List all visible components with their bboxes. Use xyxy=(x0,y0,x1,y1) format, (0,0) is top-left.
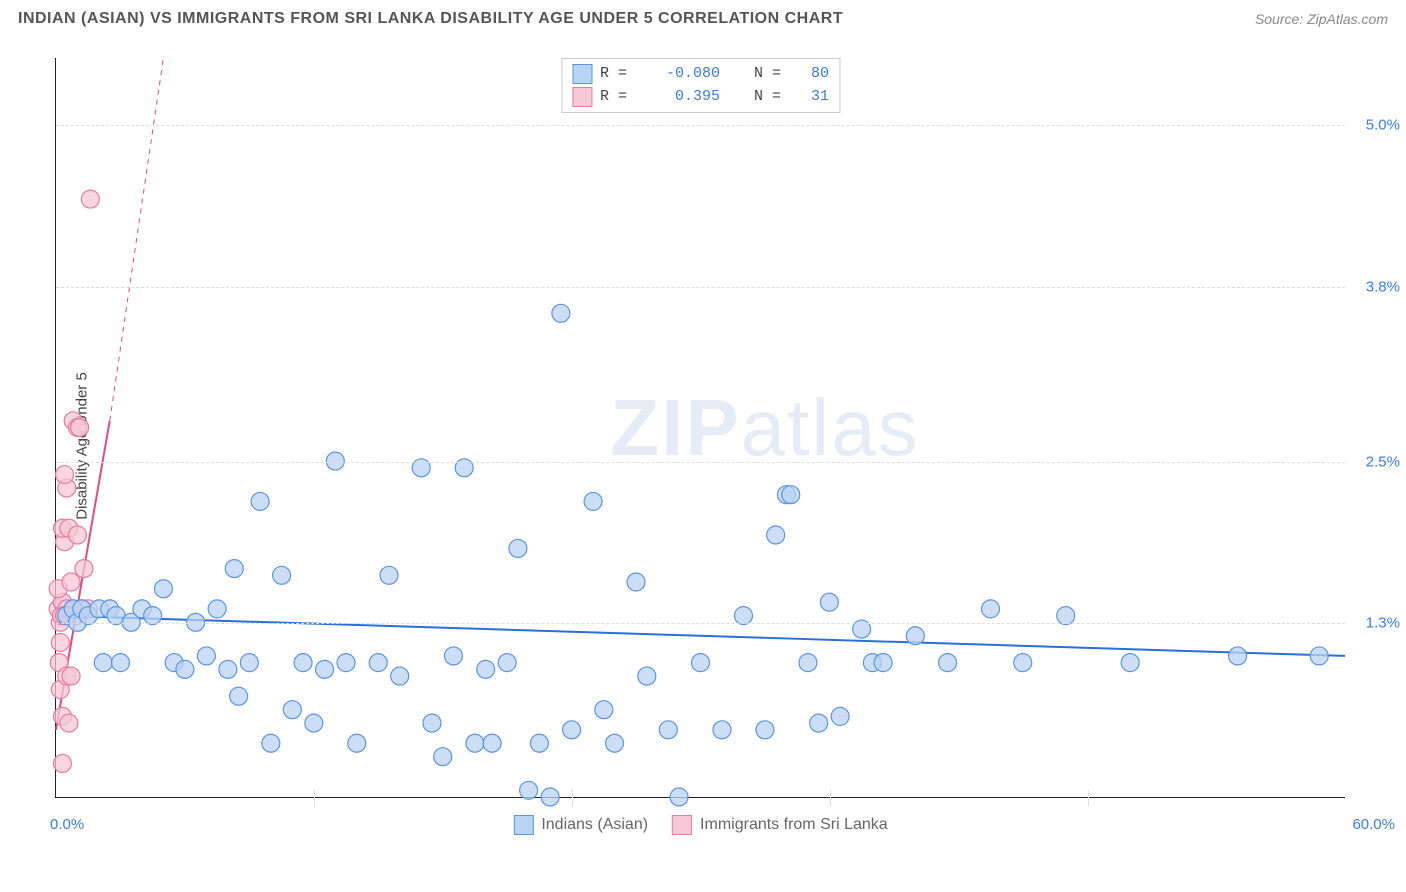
r-label: R = xyxy=(600,63,627,86)
x-tick xyxy=(1088,790,1089,806)
r-value-blue: -0.080 xyxy=(635,63,720,86)
swatch-pink-icon xyxy=(572,87,592,107)
r-label-2: R = xyxy=(600,86,627,109)
x-tick-label-max: 60.0% xyxy=(1352,816,1395,833)
swatch-pink-bottom-icon xyxy=(672,815,692,835)
source-prefix: Source: xyxy=(1255,11,1307,27)
swatch-blue-icon xyxy=(572,64,592,84)
gridline-h xyxy=(56,287,1345,288)
gridline-h xyxy=(56,623,1345,624)
x-tick xyxy=(314,790,315,806)
n-value-pink: 31 xyxy=(789,86,829,109)
r-value-pink: 0.395 xyxy=(635,86,720,109)
n-label-2: N = xyxy=(754,86,781,109)
source-link[interactable]: ZipAtlas.com xyxy=(1307,11,1388,27)
x-tick xyxy=(830,790,831,806)
plot-area: ZIPatlas R = -0.080 N = 80 R = 0.395 N =… xyxy=(55,58,1345,798)
title-bar: INDIAN (ASIAN) VS IMMIGRANTS FROM SRI LA… xyxy=(18,10,1388,28)
gridline-h xyxy=(56,462,1345,463)
legend-label-pink: Immigrants from Sri Lanka xyxy=(700,816,888,834)
legend-series: Indians (Asian) Immigrants from Sri Lank… xyxy=(513,815,887,835)
x-tick-label-min: 0.0% xyxy=(50,816,84,833)
legend-stats: R = -0.080 N = 80 R = 0.395 N = 31 xyxy=(561,58,840,113)
legend-label-blue: Indians (Asian) xyxy=(541,816,648,834)
y-tick-label: 2.5% xyxy=(1366,453,1400,470)
chart-svg xyxy=(56,58,1345,797)
y-tick-label: 5.0% xyxy=(1366,117,1400,134)
n-value-blue: 80 xyxy=(789,63,829,86)
source-label: Source: ZipAtlas.com xyxy=(1255,11,1388,27)
chart-title: INDIAN (ASIAN) VS IMMIGRANTS FROM SRI LA… xyxy=(18,10,843,28)
legend-stats-row-blue: R = -0.080 N = 80 xyxy=(572,63,829,86)
legend-stats-row-pink: R = 0.395 N = 31 xyxy=(572,86,829,109)
legend-item-pink: Immigrants from Sri Lanka xyxy=(672,815,888,835)
swatch-blue-bottom-icon xyxy=(513,815,533,835)
x-tick xyxy=(572,790,573,806)
legend-item-blue: Indians (Asian) xyxy=(513,815,648,835)
y-tick-label: 1.3% xyxy=(1366,615,1400,632)
y-tick-label: 3.8% xyxy=(1366,278,1400,295)
gridline-h xyxy=(56,125,1345,126)
n-label: N = xyxy=(754,63,781,86)
